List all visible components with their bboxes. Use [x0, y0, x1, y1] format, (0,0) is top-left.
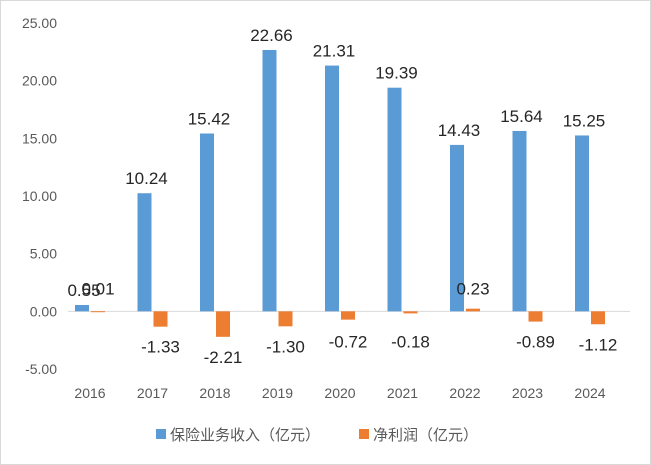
revenue-bar: [137, 193, 152, 312]
revenue-data-label: 15.42: [188, 109, 231, 128]
profit-bar: [341, 311, 355, 320]
profit-bar: [216, 311, 230, 337]
revenue-data-label: 15.25: [563, 111, 606, 130]
profit-data-label: -2.21: [204, 348, 243, 367]
revenue-data-label: 22.66: [250, 26, 293, 45]
legend-swatch-profit: [359, 429, 369, 439]
profit-data-label: -1.33: [141, 338, 180, 357]
y-tick-label: 20.00: [22, 73, 57, 89]
profit-data-label: 0.23: [456, 279, 489, 298]
revenue-data-label: 21.31: [313, 42, 356, 61]
legend-label-revenue: 保险业务收入（亿元）: [170, 426, 320, 444]
legend-label-profit: 净利润（亿元）: [373, 426, 478, 444]
revenue-bar: [387, 87, 402, 312]
profit-bar: [153, 311, 168, 327]
revenue-data-label: 15.64: [500, 107, 543, 126]
profit-bar: [528, 311, 543, 322]
profit-data-label: -0.72: [329, 332, 368, 351]
legend-swatch-revenue: [156, 429, 166, 439]
y-tick-label: 5.00: [30, 246, 57, 262]
profit-data-label: 0.01: [81, 279, 114, 298]
x-tick-label: 2019: [262, 385, 293, 401]
profit-bar: [278, 311, 293, 327]
profit-bar: [91, 311, 105, 313]
y-tick-label: 15.00: [22, 130, 57, 146]
y-tick-label: 25.00: [22, 15, 57, 31]
x-tick-label: 2018: [199, 385, 230, 401]
revenue-bar: [512, 130, 527, 312]
y-tick-label: 10.00: [22, 188, 57, 204]
revenue-bar: [262, 49, 277, 312]
revenue-bar: [450, 144, 464, 312]
revenue-bar: [575, 135, 589, 312]
x-tick-label: 2017: [137, 385, 168, 401]
profit-bar: [591, 311, 605, 325]
x-tick-label: 2020: [324, 385, 355, 401]
x-tick-label: 2016: [74, 385, 105, 401]
x-tick-label: 2021: [387, 385, 418, 401]
revenue-bar: [325, 65, 339, 312]
revenue-data-label: 10.24: [125, 169, 168, 188]
profit-data-label: -0.89: [516, 333, 555, 352]
profit-bar: [466, 308, 480, 312]
revenue-data-label: 14.43: [438, 121, 481, 140]
profit-data-label: -1.30: [266, 337, 305, 356]
profit-data-label: -1.12: [579, 335, 618, 354]
x-tick-label: 2022: [449, 385, 480, 401]
x-tick-label: 2023: [512, 385, 543, 401]
revenue-bar: [200, 133, 214, 312]
y-tick-label: 0.00: [30, 303, 57, 319]
revenue-data-label: 0.55: [67, 281, 100, 300]
revenue-bar: [75, 304, 89, 312]
revenue-data-label: 19.39: [375, 64, 418, 83]
x-tick-label: 2024: [574, 385, 605, 401]
profit-data-label: -0.18: [391, 332, 430, 351]
y-tick-label: -5.00: [25, 361, 57, 377]
profit-bar: [403, 311, 418, 314]
